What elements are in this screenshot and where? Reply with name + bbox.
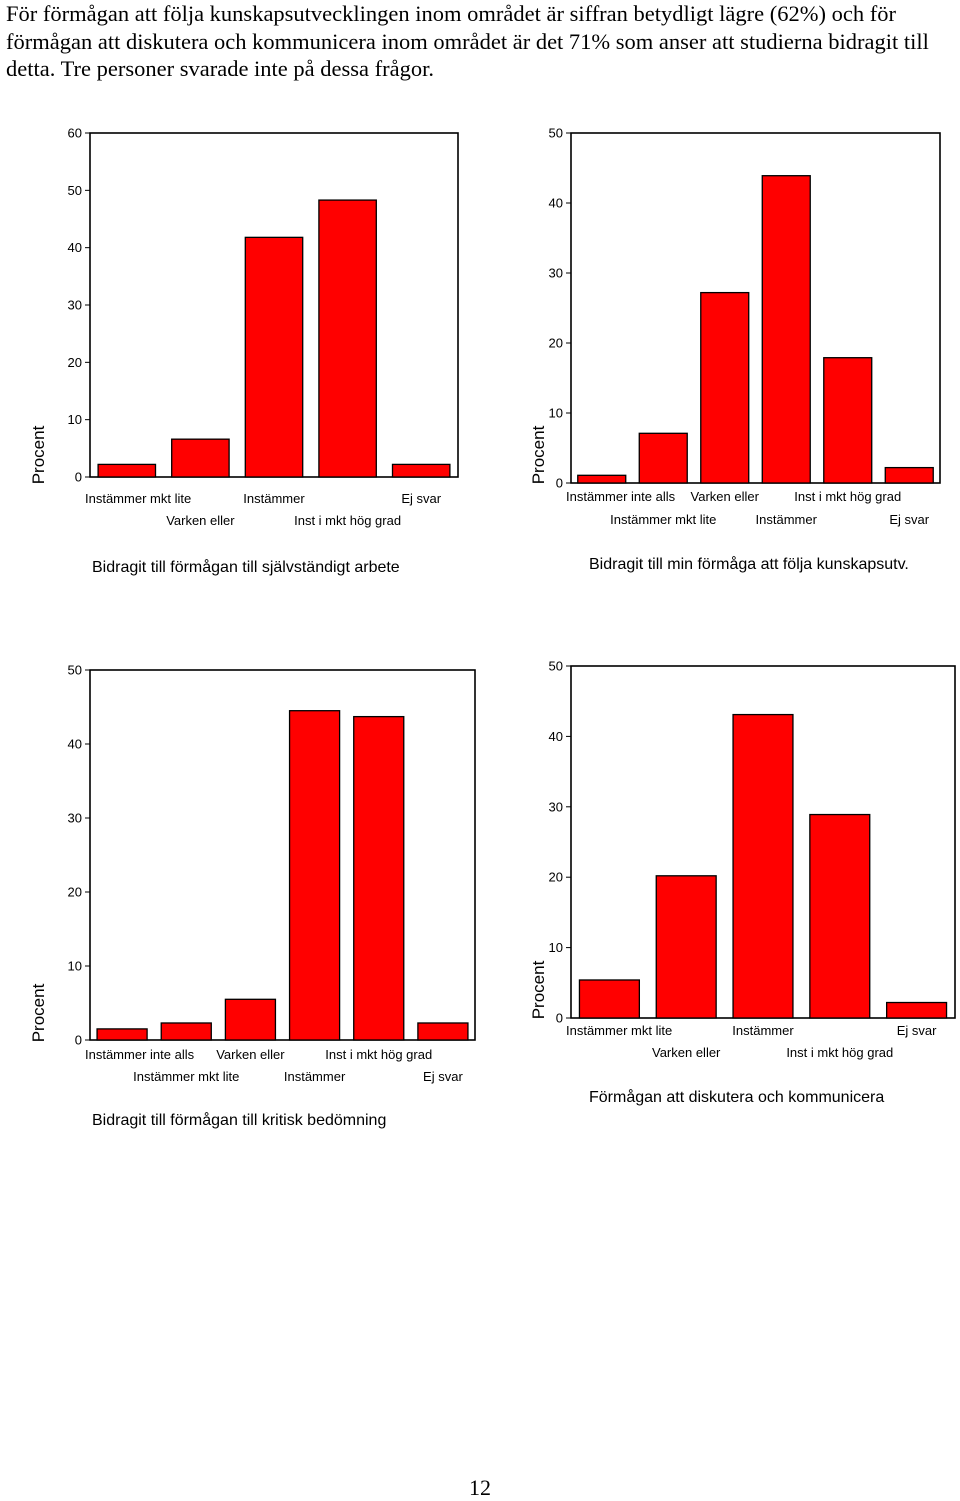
bar [700, 291, 750, 484]
bar [823, 357, 873, 484]
bar [160, 1022, 212, 1041]
y-tick-label: 20 [549, 336, 563, 351]
bar [655, 875, 717, 1019]
category-label: Instämmer [284, 1069, 346, 1084]
intro-paragraph: För förmågan att följa kunskapsutvecklin… [6, 1, 929, 81]
y-tick-label: 10 [68, 412, 82, 427]
bar [809, 813, 871, 1019]
y-tick-label: 30 [549, 799, 563, 814]
y-tick-label: 0 [556, 1011, 563, 1026]
category-label: Inst i mkt hög grad [786, 1045, 893, 1060]
bar [884, 466, 934, 484]
y-tick-label: 50 [68, 183, 82, 198]
category-label: Instämmer [732, 1023, 794, 1038]
bar [638, 432, 688, 484]
category-label: Instämmer inte alls [566, 489, 676, 504]
y-tick-label: 0 [556, 476, 563, 491]
y-tick-label: 0 [75, 1033, 82, 1048]
chart-title: Bidragit till förmågan till kritisk bedö… [92, 1111, 386, 1129]
y-axis-label: Procent [29, 425, 48, 484]
category-label: Instämmer mkt lite [610, 512, 716, 527]
bar [578, 979, 641, 1019]
category-label: Instämmer mkt lite [133, 1069, 239, 1084]
category-label: Ej svar [897, 1023, 937, 1038]
bar [761, 175, 811, 484]
bar [885, 1001, 948, 1019]
y-tick-label: 20 [549, 870, 563, 885]
chart-title: Förmågan att diskutera och kommunicera [589, 1088, 884, 1106]
chart-diskutera-kommunicera: 0 10 20 30 40 50 Procent Instämmer mkt lite Vark… [529, 659, 956, 1106]
bar [577, 474, 627, 484]
bar [224, 998, 277, 1041]
category-label: Varken eller [691, 489, 760, 504]
category-label: Instämmer [243, 491, 305, 506]
category-label: Inst i mkt hög grad [325, 1047, 432, 1062]
chart-kritisk-bedomning: 0 10 20 30 40 50 Procent Instämmer inte alls Ins… [29, 663, 476, 1129]
page-number: 12 [469, 1475, 491, 1500]
y-axis-label: Procent [529, 425, 548, 484]
y-tick-label: 20 [68, 885, 82, 900]
y-axis-label: Procent [529, 960, 548, 1019]
bar [96, 1028, 148, 1041]
y-tick-label: 40 [549, 729, 563, 744]
y-axis-label: Procent [29, 983, 48, 1042]
y-tick-label: 60 [68, 126, 82, 141]
y-tick-label: 10 [549, 940, 563, 955]
bar [732, 713, 794, 1019]
category-label: Ej svar [889, 512, 929, 527]
chart-title: Bidragit till min förmåga att följa kuns… [589, 555, 909, 573]
category-label: Instämmer mkt lite [85, 491, 191, 506]
y-tick-label: 10 [68, 959, 82, 974]
bar [171, 438, 230, 478]
y-tick-label: 40 [549, 196, 563, 211]
bar [97, 463, 157, 478]
category-label: Instämmer mkt lite [566, 1023, 672, 1038]
bar [288, 710, 341, 1041]
plot-frame [570, 132, 941, 484]
y-tick-label: 30 [68, 811, 82, 826]
y-tick-label: 30 [549, 266, 563, 281]
category-label: Instämmer inte alls [85, 1047, 195, 1062]
bar [244, 236, 304, 478]
plot-frame [89, 669, 476, 1041]
y-tick-label: 50 [549, 126, 563, 141]
bar [391, 463, 451, 478]
category-label: Instämmer [756, 512, 818, 527]
y-tick-label: 40 [68, 737, 82, 752]
chart-sjalvstandigt-arbete: 0 10 20 30 40 50 60 Procent Instämmer mkt lite Va… [29, 126, 459, 576]
category-label: Varken eller [166, 513, 235, 528]
category-label: Varken eller [652, 1045, 721, 1060]
category-label: Ej svar [423, 1069, 463, 1084]
y-tick-label: 10 [549, 406, 563, 421]
bar [417, 1022, 469, 1041]
category-label: Inst i mkt hög grad [294, 513, 401, 528]
category-label: Varken eller [216, 1047, 285, 1062]
bar [318, 199, 377, 478]
chart-folja-kunskapsutv: 0 10 20 30 40 50 Procent Instämmer inte alls Ins… [529, 126, 941, 573]
y-tick-label: 20 [68, 355, 82, 370]
chart-title: Bidragit till förmågan till självständig… [92, 558, 400, 576]
category-label: Ej svar [401, 491, 441, 506]
category-label: Inst i mkt hög grad [794, 489, 901, 504]
y-tick-label: 50 [549, 659, 563, 674]
y-tick-label: 50 [68, 663, 82, 678]
y-tick-label: 40 [68, 240, 82, 255]
bar [353, 715, 405, 1041]
y-tick-label: 30 [68, 298, 82, 313]
y-tick-label: 0 [75, 470, 82, 485]
